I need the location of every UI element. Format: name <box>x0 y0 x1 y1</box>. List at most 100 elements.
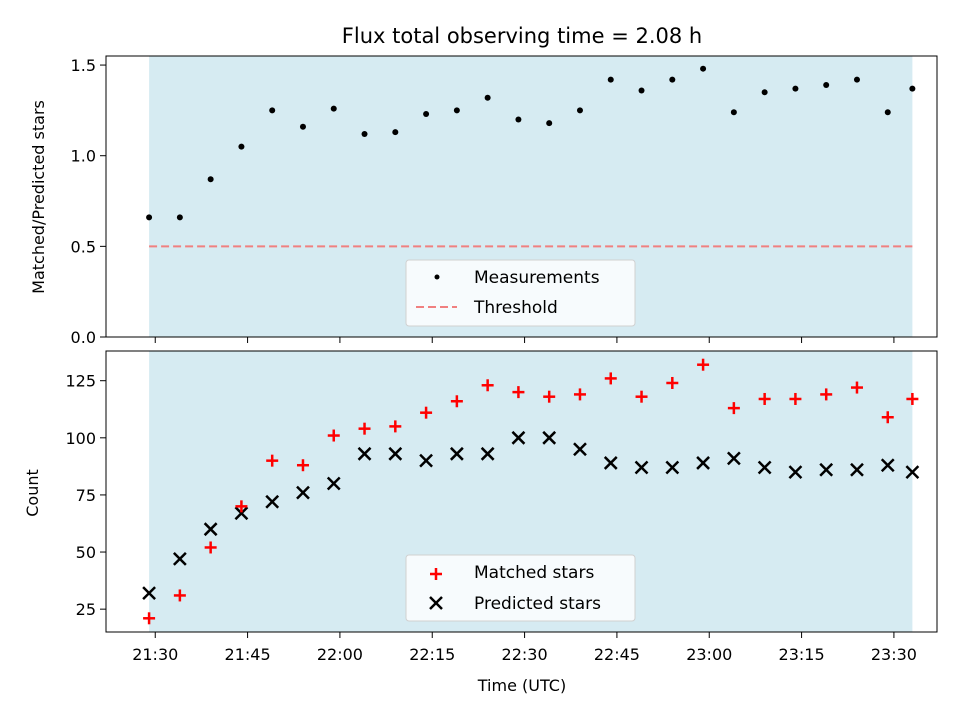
matched-star-point <box>758 392 771 405</box>
matched-star-point <box>635 390 648 403</box>
count-y-tick-label: 25 <box>76 600 96 619</box>
count-y-axis-label: Count <box>23 469 42 517</box>
measurement-point <box>761 89 768 96</box>
measurement-points <box>146 65 916 221</box>
predicted-star-point <box>665 460 680 475</box>
count-y-tick-label: 125 <box>65 372 96 391</box>
ratio-panel: 0.0 0.5 1.0 1.5 Matched/Predicted stars Mea… <box>29 55 938 347</box>
measurement-point <box>269 107 276 114</box>
predicted-star-point <box>449 446 464 461</box>
predicted-star-point <box>603 456 618 470</box>
matched-star-point <box>820 388 833 401</box>
predicted-star-point <box>142 586 156 601</box>
matched-star-point <box>666 376 679 389</box>
measurement-point <box>607 76 614 83</box>
measurement-point <box>361 130 368 137</box>
count-points <box>142 358 920 625</box>
predicted-star-point <box>819 462 834 477</box>
matched-star-point <box>266 454 279 467</box>
x-tick-label: 22:30 <box>502 645 548 664</box>
count-legend-box <box>405 554 636 622</box>
measurement-point <box>207 176 214 183</box>
legend-measurements-marker <box>434 274 440 280</box>
matched-star-point <box>512 386 525 399</box>
predicted-star-point <box>850 462 864 477</box>
measurement-point <box>423 111 430 118</box>
measurement-point <box>576 107 583 114</box>
x-tick-label: 23:15 <box>779 645 825 664</box>
matched-star-point <box>697 358 710 371</box>
predicted-star-point <box>265 494 280 509</box>
legend-predicted-marker <box>429 596 443 610</box>
matched-star-point <box>850 381 863 394</box>
measurement-point <box>853 76 860 83</box>
x-tick-label: 21:45 <box>225 645 271 664</box>
measurement-point <box>700 65 707 72</box>
matched-star-point <box>204 541 217 554</box>
predicted-star-point <box>726 451 741 466</box>
measurement-point <box>238 143 245 150</box>
count-y-tick-label: 100 <box>65 429 96 448</box>
predicted-star-point <box>788 465 803 479</box>
ratio-axes-frame <box>105 55 938 338</box>
matched-star-point <box>573 388 586 401</box>
ratio-y-tick-label: 0.5 <box>71 237 96 256</box>
predicted-star-point <box>880 458 895 473</box>
matched-star-point <box>543 390 556 403</box>
matched-star-point <box>143 612 156 625</box>
count-y-ticks: 25 50 75 100 125 <box>65 372 106 619</box>
matched-star-point <box>604 372 617 385</box>
legend-threshold-label: Threshold <box>473 298 558 318</box>
measurement-point <box>909 85 916 92</box>
predicted-star-point <box>480 446 495 461</box>
measurement-point <box>792 85 799 92</box>
matched-star-point <box>173 589 186 602</box>
x-tick-label: 22:15 <box>409 645 455 664</box>
ratio-y-axis-label: Matched/Predicted stars <box>29 100 48 294</box>
legend-measurements-label: Measurements <box>474 268 600 288</box>
measurement-point <box>392 129 399 136</box>
measurement-point <box>453 107 460 114</box>
predicted-star-point <box>511 430 526 445</box>
x-tick-label: 23:00 <box>686 645 732 664</box>
chart-title: Flux total observing time = 2.08 h <box>342 24 702 48</box>
ratio-x-ticks <box>154 337 895 343</box>
ratio-y-tick-label: 1.0 <box>71 147 96 166</box>
measurement-point <box>146 214 153 221</box>
predicted-star-point <box>326 476 341 491</box>
measurement-point <box>515 116 522 123</box>
predicted-star-point <box>419 453 433 468</box>
ratio-y-ticks: 0.0 0.5 1.0 1.5 <box>71 56 106 347</box>
x-tick-label: 21:30 <box>132 645 178 664</box>
x-tick-label: 22:00 <box>317 645 363 664</box>
measurement-point <box>669 76 676 83</box>
matched-star-point <box>389 420 402 433</box>
predicted-star-point <box>203 522 218 537</box>
predicted-star-point <box>573 442 587 457</box>
legend-matched-marker <box>430 568 442 580</box>
measurement-point <box>330 105 337 112</box>
measurement-point <box>299 123 306 130</box>
measurement-point <box>484 94 491 101</box>
count-axes-frame <box>105 350 938 633</box>
count-y-tick-label: 50 <box>76 543 96 562</box>
predicted-star-point <box>388 446 403 461</box>
measurement-point <box>176 214 183 221</box>
matched-star-point <box>481 379 494 392</box>
matched-star-point <box>906 392 919 405</box>
ratio-legend-box <box>405 259 636 327</box>
predicted-star-point <box>296 485 310 500</box>
matched-star-point <box>450 395 463 408</box>
matched-star-point <box>881 411 894 424</box>
legend-matched-label: Matched stars <box>474 563 594 583</box>
matched-star-point <box>296 459 309 472</box>
legend-predicted-label: Predicted stars <box>474 594 601 614</box>
measurement-point <box>884 109 891 116</box>
predicted-star-point <box>357 446 372 461</box>
predicted-star-point <box>172 552 187 566</box>
measurement-point <box>546 120 553 127</box>
count-y-tick-label: 75 <box>76 486 96 505</box>
predicted-star-point <box>234 506 249 521</box>
matched-star-point <box>727 402 740 415</box>
